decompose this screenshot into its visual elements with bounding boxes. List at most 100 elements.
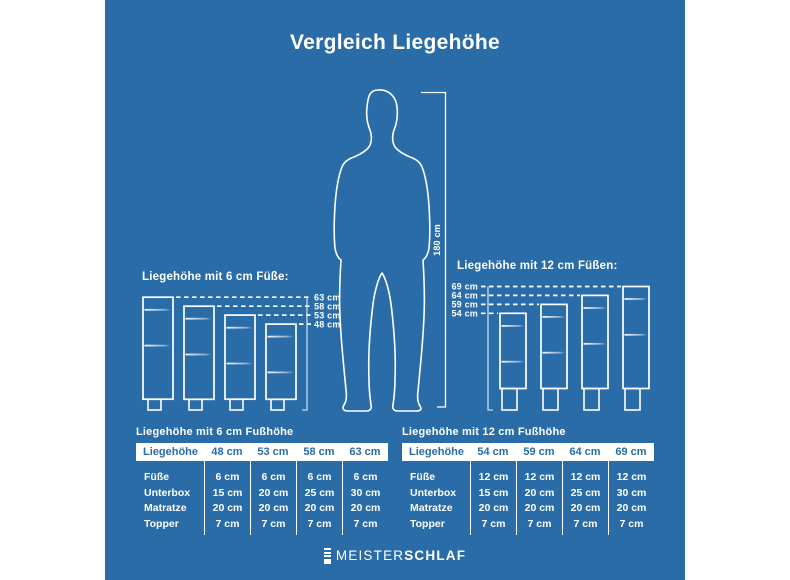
table-cell-value: 20 cm — [204, 501, 250, 517]
table-col-header: 64 cm — [562, 443, 608, 461]
table-cell-value: 7 cm — [250, 516, 296, 532]
table-row-label: Matratze — [410, 502, 453, 514]
table-spacer — [402, 532, 470, 535]
table-spacer — [204, 461, 250, 470]
table-spacer — [136, 461, 204, 470]
table-row-label: Füße — [410, 471, 436, 483]
table-spacer — [296, 532, 342, 535]
table-cell-value: 20 cm — [516, 501, 562, 517]
table-cell-value: 7 cm — [562, 516, 608, 532]
mattress-stack-icon — [323, 548, 331, 564]
table-col-header: 69 cm — [608, 443, 654, 461]
table-spacer — [250, 461, 296, 470]
table-cell-value: 12 cm — [516, 470, 562, 486]
bed-height-label: 54 cm — [451, 309, 478, 319]
table-12cm-grid: Liegehöhe 54 cm 59 cm 64 cm 69 cm Füße 12 cm 12… — [402, 443, 654, 535]
bed-height-label: 64 cm — [451, 291, 478, 301]
table-6cm-title: Liegehöhe mit 6 cm Fußhöhe — [136, 426, 294, 438]
bed-height-label: 63 cm — [314, 292, 341, 302]
table-cell-value: 12 cm — [608, 470, 654, 486]
table-cell-value: 7 cm — [296, 516, 342, 532]
table-cell-value: 20 cm — [296, 501, 342, 517]
table-corner-header: Liegehöhe — [402, 443, 470, 461]
brand-logo-text-bold: SCHLAF — [404, 548, 467, 564]
table-spacer — [136, 532, 204, 535]
table-cell-value: 12 cm — [562, 470, 608, 486]
table-12cm-title: Liegehöhe mit 12 cm Fußhöhe — [402, 426, 566, 438]
table-cell-value: 12 cm — [470, 470, 516, 486]
table-spacer — [470, 461, 516, 470]
table-cell-value: 30 cm — [342, 485, 388, 501]
bed-height-label: 59 cm — [451, 300, 478, 310]
table-cell-value: 25 cm — [562, 485, 608, 501]
table-6cm-block: Liegehöhe mit 6 cm Fußhöhe Liegehöhe 48 c… — [136, 426, 388, 535]
table-cell-value: 6 cm — [342, 470, 388, 486]
table-spacer — [204, 532, 250, 535]
table-spacer — [608, 532, 654, 535]
table-row-label: Matratze — [144, 502, 187, 514]
table-cell-value: 7 cm — [204, 516, 250, 532]
table-spacer — [296, 461, 342, 470]
table-cell-value: 7 cm — [342, 516, 388, 532]
table-row-label: Füße — [144, 471, 170, 483]
table-cell-value: 20 cm — [250, 485, 296, 501]
table-spacer — [342, 461, 388, 470]
table-spacer — [562, 461, 608, 470]
blueprint-panel — [105, 0, 685, 580]
table-cell-value: 20 cm — [470, 501, 516, 517]
table-cell-value: 25 cm — [296, 485, 342, 501]
table-spacer — [516, 532, 562, 535]
person-height-label: 180 cm — [432, 224, 442, 256]
table-col-header: 54 cm — [470, 443, 516, 461]
brand-logo: MEISTERSCHLAF — [0, 548, 790, 564]
table-cell-value: 6 cm — [204, 470, 250, 486]
table-cell-value: 6 cm — [296, 470, 342, 486]
table-12cm-block: Liegehöhe mit 12 cm Fußhöhe Liegehöhe 54 … — [402, 426, 654, 535]
table-cell-value: 15 cm — [204, 485, 250, 501]
brand-logo-text-light: MEISTER — [335, 548, 405, 564]
table-6cm-grid: Liegehöhe 48 cm 53 cm 58 cm 63 cm Füße 6 cm 6 c… — [136, 443, 388, 535]
table-spacer — [516, 461, 562, 470]
table-spacer — [250, 532, 296, 535]
table-spacer — [470, 532, 516, 535]
table-spacer — [342, 532, 388, 535]
table-cell-value: 6 cm — [250, 470, 296, 486]
table-row-label: Topper — [144, 517, 179, 530]
table-col-header: 53 cm — [250, 443, 296, 461]
person-figure — [333, 89, 431, 412]
table-row-label: Unterbox — [144, 486, 191, 499]
table-cell-value: 7 cm — [470, 516, 516, 532]
table-cell-value: 20 cm — [562, 501, 608, 517]
table-row-label: Unterbox — [410, 486, 457, 499]
bed-height-label: 48 cm — [314, 319, 341, 329]
table-col-header: 58 cm — [296, 443, 342, 461]
bed-height-label: 53 cm — [314, 310, 341, 320]
table-col-header: 48 cm — [204, 443, 250, 461]
table-spacer — [402, 461, 470, 470]
table-cell-value: 30 cm — [608, 485, 654, 501]
person-height-measure: 180 cm — [421, 91, 447, 408]
table-corner-header: Liegehöhe — [136, 443, 204, 461]
bed-height-label: 69 cm — [451, 282, 478, 292]
table-spacer — [562, 532, 608, 535]
page-title: Vergleich Liegehöhe — [290, 31, 500, 54]
table-col-header: 59 cm — [516, 443, 562, 461]
table-cell-value: 15 cm — [470, 485, 516, 501]
table-cell-value: 7 cm — [608, 516, 654, 532]
brand-logo-text: MEISTERSCHLAF — [336, 548, 466, 563]
left-group-heading: Liegehöhe mit 6 cm Füße: — [142, 271, 289, 283]
table-spacer — [608, 461, 654, 470]
bed-height-label: 58 cm — [314, 301, 341, 311]
table-cell-value: 20 cm — [516, 485, 562, 501]
right-group-heading: Liegehöhe mit 12 cm Füßen: — [457, 260, 618, 272]
table-row-label: Topper — [410, 517, 445, 530]
table-cell-value: 20 cm — [250, 501, 296, 517]
table-cell-value: 20 cm — [342, 501, 388, 517]
table-cell-value: 7 cm — [516, 516, 562, 532]
table-cell-value: 20 cm — [608, 501, 654, 517]
table-col-header: 63 cm — [342, 443, 388, 461]
